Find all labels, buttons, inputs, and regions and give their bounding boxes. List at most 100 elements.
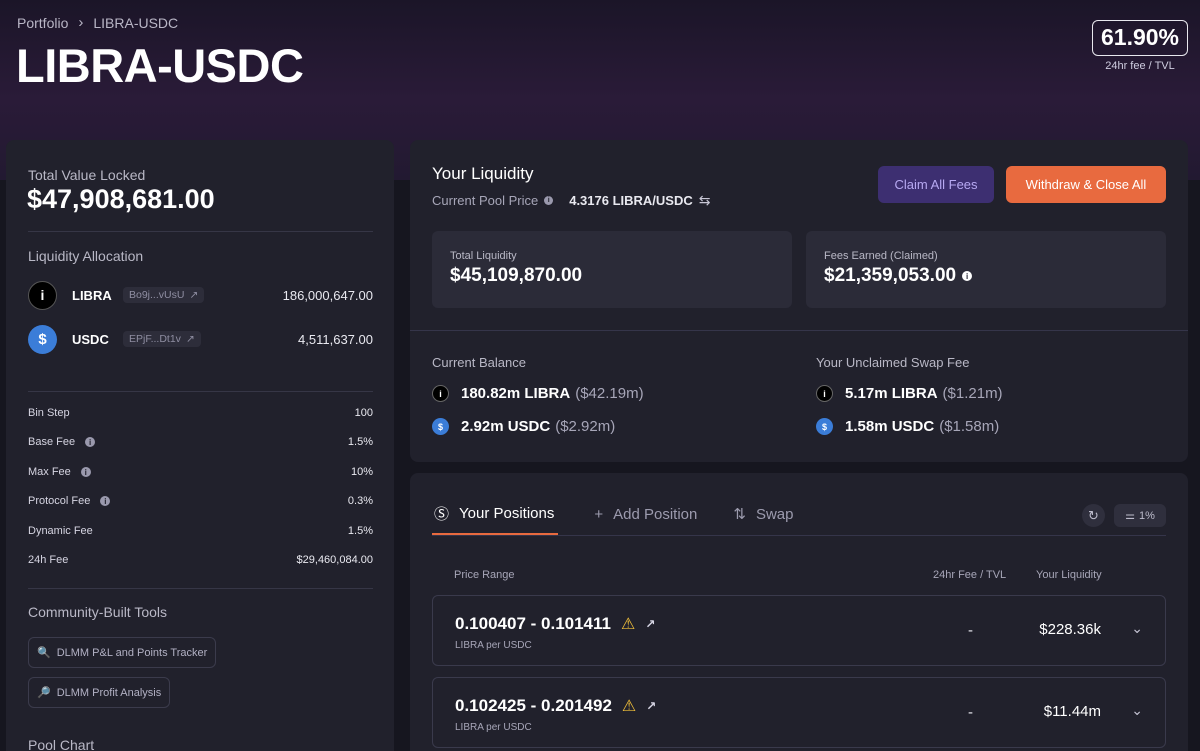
refresh-icon: ↻ [1088, 507, 1099, 523]
tvl-value: $47,908,681.00 [27, 184, 215, 214]
info-icon[interactable]: i [85, 437, 96, 447]
swap-direction-icon[interactable]: ⇆ [698, 192, 711, 208]
param-label: Base Fee [28, 436, 76, 448]
external-link-icon: ↗ [189, 289, 199, 301]
external-link-icon[interactable]: ↗ [645, 617, 656, 631]
usdc-token-icon: $ [432, 418, 449, 435]
col-header-price-range: Price Range [454, 569, 515, 581]
balance-usd: ($42.19m) [575, 385, 644, 402]
token-amount: 186,000,647.00 [282, 287, 373, 303]
fees-earned-label: Fees Earned (Claimed) [824, 250, 938, 262]
tabs-divider [432, 535, 1166, 536]
position-liquidity: $228.36k [1039, 621, 1101, 638]
token-address: Bo9j...vUsU [129, 289, 185, 301]
breadcrumb-current: LIBRA-USDC [93, 14, 179, 31]
tab-label: Add Position [613, 505, 698, 523]
token-name: USDC [72, 331, 109, 347]
balance-usd: ($2.92m) [555, 418, 616, 435]
param-label: Dynamic Fee [28, 525, 93, 537]
total-liquidity-value: $45,109,870.00 [450, 265, 582, 287]
param-base-fee: Base Fee i 1.5% [28, 436, 373, 448]
position-row[interactable]: 0.102425 - 0.201492 ⚠ ↗ LIBRA per USDC -… [432, 677, 1166, 748]
libra-token-icon: i [28, 280, 57, 310]
info-icon[interactable]: i [962, 271, 973, 281]
param-label: Bin Step [28, 407, 70, 419]
token-row-usdc: $ USDC EPjF...Dt1v ↗ 4,511,637.00 [28, 324, 373, 354]
liquidity-title: Your Liquidity [432, 164, 534, 183]
total-liquidity-label: Total Liquidity [450, 250, 517, 262]
info-icon[interactable]: i [80, 467, 91, 477]
balance-amount: 180.82m LIBRA [461, 385, 571, 402]
fees-earned-value: $21,359,053.00 i [824, 265, 973, 287]
pnl-tracker-link[interactable]: 🔍 DLMM P&L and Points Tracker [28, 637, 217, 668]
page-title: LIBRA-USDC [16, 39, 304, 92]
balance-libra: i 180.82m LIBRA ($42.19m) [432, 385, 644, 402]
fee-tvl-value: 61.90% [1092, 20, 1188, 56]
external-link-icon[interactable]: ↗ [646, 699, 657, 713]
total-liquidity-amount: $45,109,870.00 [450, 265, 583, 286]
plus-icon: + [594, 505, 604, 523]
warning-icon: ⚠ [621, 698, 637, 715]
profit-analysis-link[interactable]: 🔎 DLMM Profit Analysis [28, 677, 171, 708]
param-protocol-fee: Protocol Fee i 0.3% [28, 495, 373, 507]
claim-all-fees-button[interactable]: Claim All Fees [878, 166, 994, 203]
unclaimed-usdc: $ 1.58m USDC ($1.58m) [816, 418, 999, 435]
tvl-label: Total Value Locked [28, 167, 146, 183]
position-range: 0.102425 - 0.201492 ⚠ ↗ [455, 696, 656, 716]
tool-icon: 🔎 [37, 687, 51, 699]
token-address: EPjF...Dt1v [129, 333, 181, 345]
slippage-value: 1% [1138, 509, 1155, 522]
col-header-liquidity: Your Liquidity [1036, 569, 1102, 581]
chevron-down-icon[interactable]: ⌄ [1131, 702, 1143, 718]
chevron-right-icon: › [78, 14, 84, 31]
breadcrumb-portfolio-link[interactable]: Portfolio [17, 14, 69, 31]
divider [28, 231, 373, 232]
tool-label: DLMM P&L and Points Tracker [56, 646, 208, 659]
position-range-value: 0.102425 - 0.201492 [455, 696, 612, 715]
breadcrumb: Portfolio › LIBRA-USDC [17, 14, 178, 31]
position-row[interactable]: 0.100407 - 0.101411 ⚠ ↗ LIBRA per USDC -… [432, 595, 1166, 666]
token-address-link[interactable]: Bo9j...vUsU ↗ [123, 287, 205, 303]
param-value: 100 [354, 407, 373, 419]
param-value: 1.5% [347, 436, 373, 448]
token-name: LIBRA [72, 287, 112, 303]
withdraw-close-all-button[interactable]: Withdraw & Close All [1006, 166, 1166, 203]
tab-swap[interactable]: ⇅ Swap [733, 503, 793, 535]
param-dynamic-fee: Dynamic Fee 1.5% [28, 525, 373, 537]
param-label: Protocol Fee [28, 495, 91, 507]
param-label: 24h Fee [28, 554, 69, 566]
sliders-icon: ⚌ [1125, 510, 1135, 522]
tool-label: DLMM Profit Analysis [56, 686, 162, 699]
balance-usdc: $ 2.92m USDC ($2.92m) [432, 418, 615, 435]
unclaimed-fee-title: Your Unclaimed Swap Fee [816, 355, 970, 370]
param-value: 10% [350, 466, 373, 478]
usdc-token-icon: $ [816, 418, 833, 435]
fee-tvl-label: 24hr fee / TVL [1105, 60, 1175, 72]
param-bin-step: Bin Step 100 [28, 407, 373, 419]
tab-add-position[interactable]: + Add Position [594, 503, 697, 535]
position-liquidity: $11.44m [1043, 703, 1101, 720]
community-tools-title: Community-Built Tools [28, 604, 168, 620]
refresh-button[interactable]: ↻ [1082, 504, 1105, 527]
unclaimed-amount: 5.17m LIBRA [845, 385, 938, 402]
pool-chart-title: Pool Chart [28, 737, 95, 751]
position-range: 0.100407 - 0.101411 ⚠ ↗ [455, 614, 655, 634]
tab-your-positions[interactable]: Ⓢ Your Positions [432, 503, 559, 535]
divider [410, 330, 1188, 331]
slippage-button[interactable]: ⚌ 1% [1114, 504, 1166, 527]
col-header-fee-tvl: 24hr Fee / TVL [933, 569, 1007, 581]
unclaimed-usd: ($1.21m) [942, 385, 1003, 402]
unclaimed-libra: i 5.17m LIBRA ($1.21m) [816, 385, 1003, 402]
position-fee-tvl: - [968, 622, 973, 639]
your-liquidity-panel: Your Liquidity Current Pool Price i 4.31… [410, 140, 1188, 462]
token-address-link[interactable]: EPjF...Dt1v ↗ [123, 331, 201, 347]
param-label: Max Fee [28, 466, 71, 478]
external-link-icon: ↗ [185, 333, 195, 345]
info-icon[interactable]: i [544, 196, 554, 205]
fees-earned-card: Fees Earned (Claimed) $21,359,053.00 i [806, 231, 1166, 308]
token-row-libra: i LIBRA Bo9j...vUsU ↗ 186,000,647.00 [28, 280, 373, 310]
current-balance-title: Current Balance [432, 355, 526, 370]
chevron-down-icon[interactable]: ⌄ [1131, 620, 1143, 636]
info-icon[interactable]: i [100, 496, 111, 506]
param-24h-fee: 24h Fee $29,460,084.00 [28, 554, 373, 566]
